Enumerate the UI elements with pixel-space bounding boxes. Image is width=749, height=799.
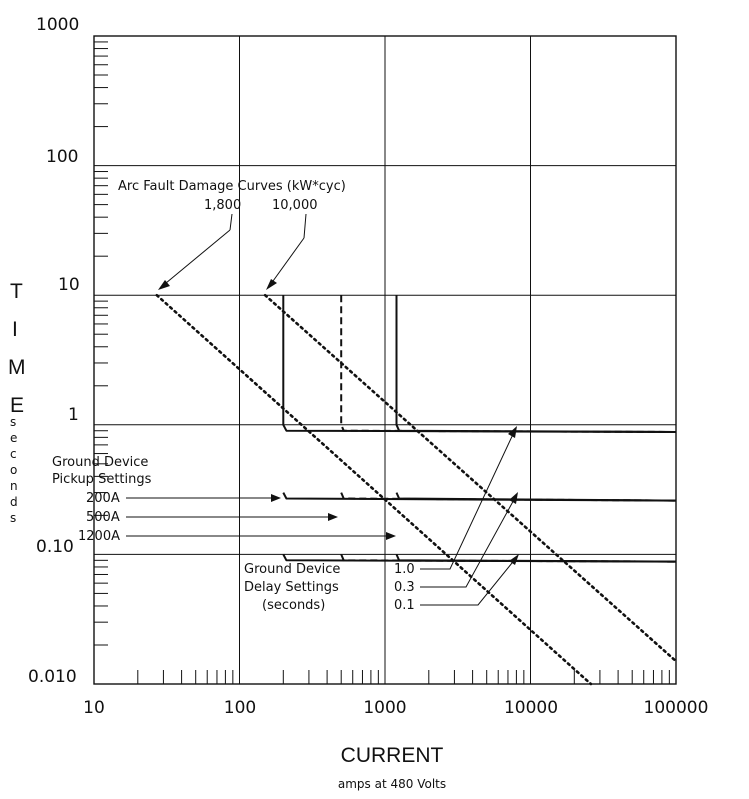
pickup-title-line2: Pickup Settings (52, 472, 152, 487)
y-axis-sub-letter-n: n (10, 479, 18, 493)
arc-fault-label-10000: 10,000 (272, 198, 318, 213)
delay-label-0-3: 0.3 (394, 580, 415, 595)
y-axis-sub-letter-d: d (10, 495, 18, 509)
delay-title-line3: (seconds) (262, 598, 325, 613)
pickup-1200a-arrowhead (386, 532, 396, 540)
delay-label-0-1: 0.1 (394, 598, 415, 613)
y-axis-sub-letter-e: e (10, 431, 17, 445)
delay-0-1-arrow (420, 557, 517, 606)
delay-1-0-arrow (420, 429, 516, 570)
delay-label-1-0: 1.0 (394, 562, 415, 577)
y-tick-label-1: 1 (68, 405, 79, 425)
y-tick-label-100: 100 (46, 147, 78, 167)
x-tick-label-10000: 10000 (504, 698, 558, 718)
curve-1200a-delay-2 (395, 553, 677, 563)
arc-10000-leader (303, 213, 307, 239)
curve-500a-delay-0 (340, 295, 677, 433)
pickup-label-200a: 200A (86, 491, 120, 506)
y-tick-label-0.010: 0.010 (28, 667, 77, 687)
pickup-title-line1: Ground Device (52, 455, 148, 470)
delay-0-1-arrowhead (509, 554, 519, 565)
curve-1200a-delay-0 (395, 295, 677, 433)
y-axis-letter-e: E (10, 394, 24, 417)
delay-title-line1: Ground Device (244, 562, 340, 577)
curve-500a-delay-2 (340, 554, 677, 563)
delay-0-3-arrowhead (509, 492, 518, 504)
y-axis-sub-letter-s2: s (10, 511, 16, 525)
x-tick-label-100: 100 (224, 698, 256, 718)
pickup-label-500a: 500A (86, 510, 120, 525)
arc-10000-arrow (267, 237, 305, 289)
curve-arc-10000 (263, 293, 678, 663)
y-axis-sub-letter-c: c (10, 447, 17, 461)
y-axis-letter-m: M (8, 356, 26, 379)
x-axis-title: CURRENT (341, 744, 444, 767)
arc-1800-leader (229, 213, 233, 231)
arc-fault-label-1800: 1,800 (204, 198, 241, 213)
x-axis-subtitle: amps at 480 Volts (338, 777, 446, 791)
arc-1800-arrowhead (158, 280, 170, 290)
x-tick-label-100000: 100000 (644, 698, 709, 718)
y-axis-letter-t: T (10, 280, 23, 303)
y-tick-label-10: 10 (58, 275, 80, 295)
x-tick-label-10: 10 (83, 698, 105, 718)
arc-1800-arrow (159, 229, 231, 289)
y-axis-sub-letter-s1: s (10, 415, 16, 429)
y-tick-label-1000: 1000 (36, 15, 79, 35)
delay-title-line2: Delay Settings (244, 580, 339, 595)
arc-fault-title: Arc Fault Damage Curves (kW*cyc) (118, 179, 346, 194)
y-tick-label-0.10: 0.10 (36, 537, 74, 557)
pickup-500a-arrowhead (328, 513, 338, 521)
y-axis-sub-letter-o: o (10, 463, 17, 477)
curve-500a-delay-1 (340, 492, 677, 502)
minor-ticks (94, 41, 670, 684)
x-tick-label-1000: 1000 (363, 698, 406, 718)
delay-1-0-arrowhead (508, 426, 517, 438)
delay-0-3-arrow (420, 495, 517, 588)
pickup-label-1200a: 1200A (78, 529, 120, 544)
y-axis-letter-i: I (12, 318, 18, 341)
curve-1200a-delay-1 (395, 492, 677, 502)
grid (93, 35, 677, 685)
arc-10000-arrowhead (266, 279, 277, 290)
curves (155, 293, 678, 686)
curve-arc-1800 (155, 293, 593, 686)
pickup-200a-arrowhead (271, 494, 281, 502)
